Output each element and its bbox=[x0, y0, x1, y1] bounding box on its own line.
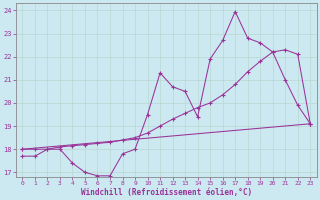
X-axis label: Windchill (Refroidissement éolien,°C): Windchill (Refroidissement éolien,°C) bbox=[81, 188, 252, 197]
